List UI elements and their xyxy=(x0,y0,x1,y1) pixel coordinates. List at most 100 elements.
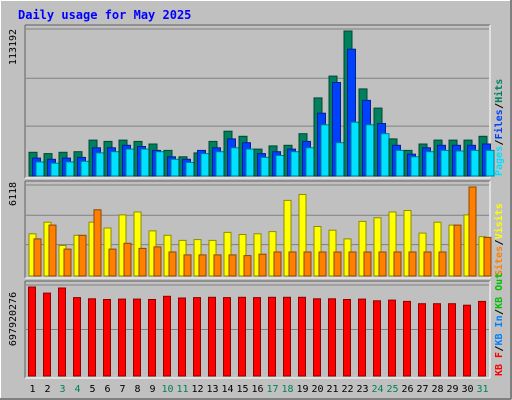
kb-f-bar xyxy=(253,297,261,377)
sites-bar xyxy=(63,248,72,277)
kb-f-bar xyxy=(118,298,126,377)
kb-f-bar xyxy=(73,297,81,377)
pages-bar xyxy=(230,147,240,177)
kb-f-bar xyxy=(433,303,441,377)
pages-bar xyxy=(320,124,330,177)
sites-bar xyxy=(393,251,402,277)
sites-bar xyxy=(258,253,267,277)
day-label: 18 xyxy=(281,384,293,395)
pages-bar xyxy=(290,151,300,177)
pages-bar xyxy=(350,121,360,177)
kb-f-bar xyxy=(148,299,156,377)
day-label: 2 xyxy=(44,384,50,395)
sites-bar xyxy=(93,209,102,277)
kb-f-bar xyxy=(238,296,246,377)
sites-bar xyxy=(303,251,312,277)
visits-bar xyxy=(133,211,142,277)
visits-bar xyxy=(283,199,292,277)
kb-f-bar xyxy=(103,299,111,377)
sites-bar xyxy=(288,251,297,277)
day-label: 1 xyxy=(29,384,35,395)
kb-f-bar xyxy=(58,287,66,377)
visits-bar xyxy=(433,221,442,277)
kb-f-bar xyxy=(343,299,351,377)
day-label: 6 xyxy=(104,384,110,395)
kb-f-bar xyxy=(193,297,201,377)
visits-bar xyxy=(313,226,322,277)
pages-bar xyxy=(170,158,180,177)
kb-f-bar xyxy=(223,297,231,377)
pages-bar xyxy=(440,149,450,177)
pages-bar xyxy=(380,133,390,177)
day-label: 22 xyxy=(341,384,353,395)
pages-bar xyxy=(245,148,255,177)
kb-f-bar xyxy=(268,296,276,377)
sites-bar xyxy=(273,251,282,277)
pages-bar xyxy=(50,162,60,177)
pages-bar xyxy=(275,155,285,177)
sites-bar xyxy=(363,251,372,277)
sites-bar xyxy=(468,186,477,277)
pages-bar xyxy=(470,149,480,177)
kb-f-bar xyxy=(283,296,291,377)
legend-entry: KB Out xyxy=(494,273,505,309)
legend-entry: / xyxy=(494,346,505,352)
sites-bar xyxy=(243,255,252,277)
pages-bar xyxy=(335,142,345,177)
legend-entry: / xyxy=(494,309,505,315)
day-label: 9 xyxy=(149,384,155,395)
pages-bar xyxy=(395,149,405,177)
kb-f-bar xyxy=(28,286,36,377)
sites-bar xyxy=(453,224,462,277)
sites-bar xyxy=(78,234,87,277)
y-max-label: 113192 xyxy=(8,29,19,65)
pages-bar xyxy=(110,151,120,177)
pages-bar xyxy=(260,156,270,177)
pages-bar xyxy=(35,161,45,177)
chart-title: Daily usage for May 2025 xyxy=(18,8,191,22)
day-label: 5 xyxy=(89,384,95,395)
legend-entry: Files xyxy=(493,109,505,139)
day-axis: 1 2 3 4 5 6 7 8 9 10 11 12 13 14 15 16 17 18 19 20 21 22 23 24 2… xyxy=(29,384,488,395)
sites-bar xyxy=(123,242,132,277)
legend-entry: / xyxy=(494,139,505,145)
legend-entry: Sites xyxy=(493,246,505,276)
sites-bar xyxy=(153,246,162,277)
sites-bar xyxy=(423,251,432,277)
pages-bar xyxy=(365,124,375,177)
kb-f-bar xyxy=(178,297,186,377)
y-max-label: 6118 xyxy=(8,182,19,206)
sites-bar xyxy=(33,238,42,277)
day-label: 17 xyxy=(266,384,278,395)
day-label: 4 xyxy=(74,384,80,395)
panel-legend: Sites/Visits xyxy=(493,203,505,276)
sites-bar xyxy=(318,251,327,277)
kb-f-bar xyxy=(478,300,486,377)
kb-f-bar xyxy=(463,304,471,377)
sites-bar xyxy=(408,251,417,277)
kb-f-bar xyxy=(448,303,456,377)
day-label: 26 xyxy=(401,384,413,395)
day-label: 12 xyxy=(191,384,203,395)
visits-bar xyxy=(358,220,367,277)
pages-bar xyxy=(305,147,315,177)
day-label: 15 xyxy=(236,384,248,395)
day-label: 28 xyxy=(431,384,443,395)
day-label: 10 xyxy=(161,384,173,395)
visits-bar xyxy=(223,231,232,277)
day-label: 21 xyxy=(326,384,338,395)
day-label: 31 xyxy=(476,384,488,395)
sites-bar xyxy=(198,254,207,277)
kb-f-bar xyxy=(403,300,411,377)
visits-bar xyxy=(403,210,412,277)
day-label: 29 xyxy=(446,384,458,395)
kb-f-bar xyxy=(418,303,426,377)
pages-bar xyxy=(215,151,225,177)
day-label: 8 xyxy=(134,384,140,395)
y-max-label: 697920276 xyxy=(8,292,19,346)
sites-bar xyxy=(183,254,192,277)
sites-bar xyxy=(213,254,222,277)
